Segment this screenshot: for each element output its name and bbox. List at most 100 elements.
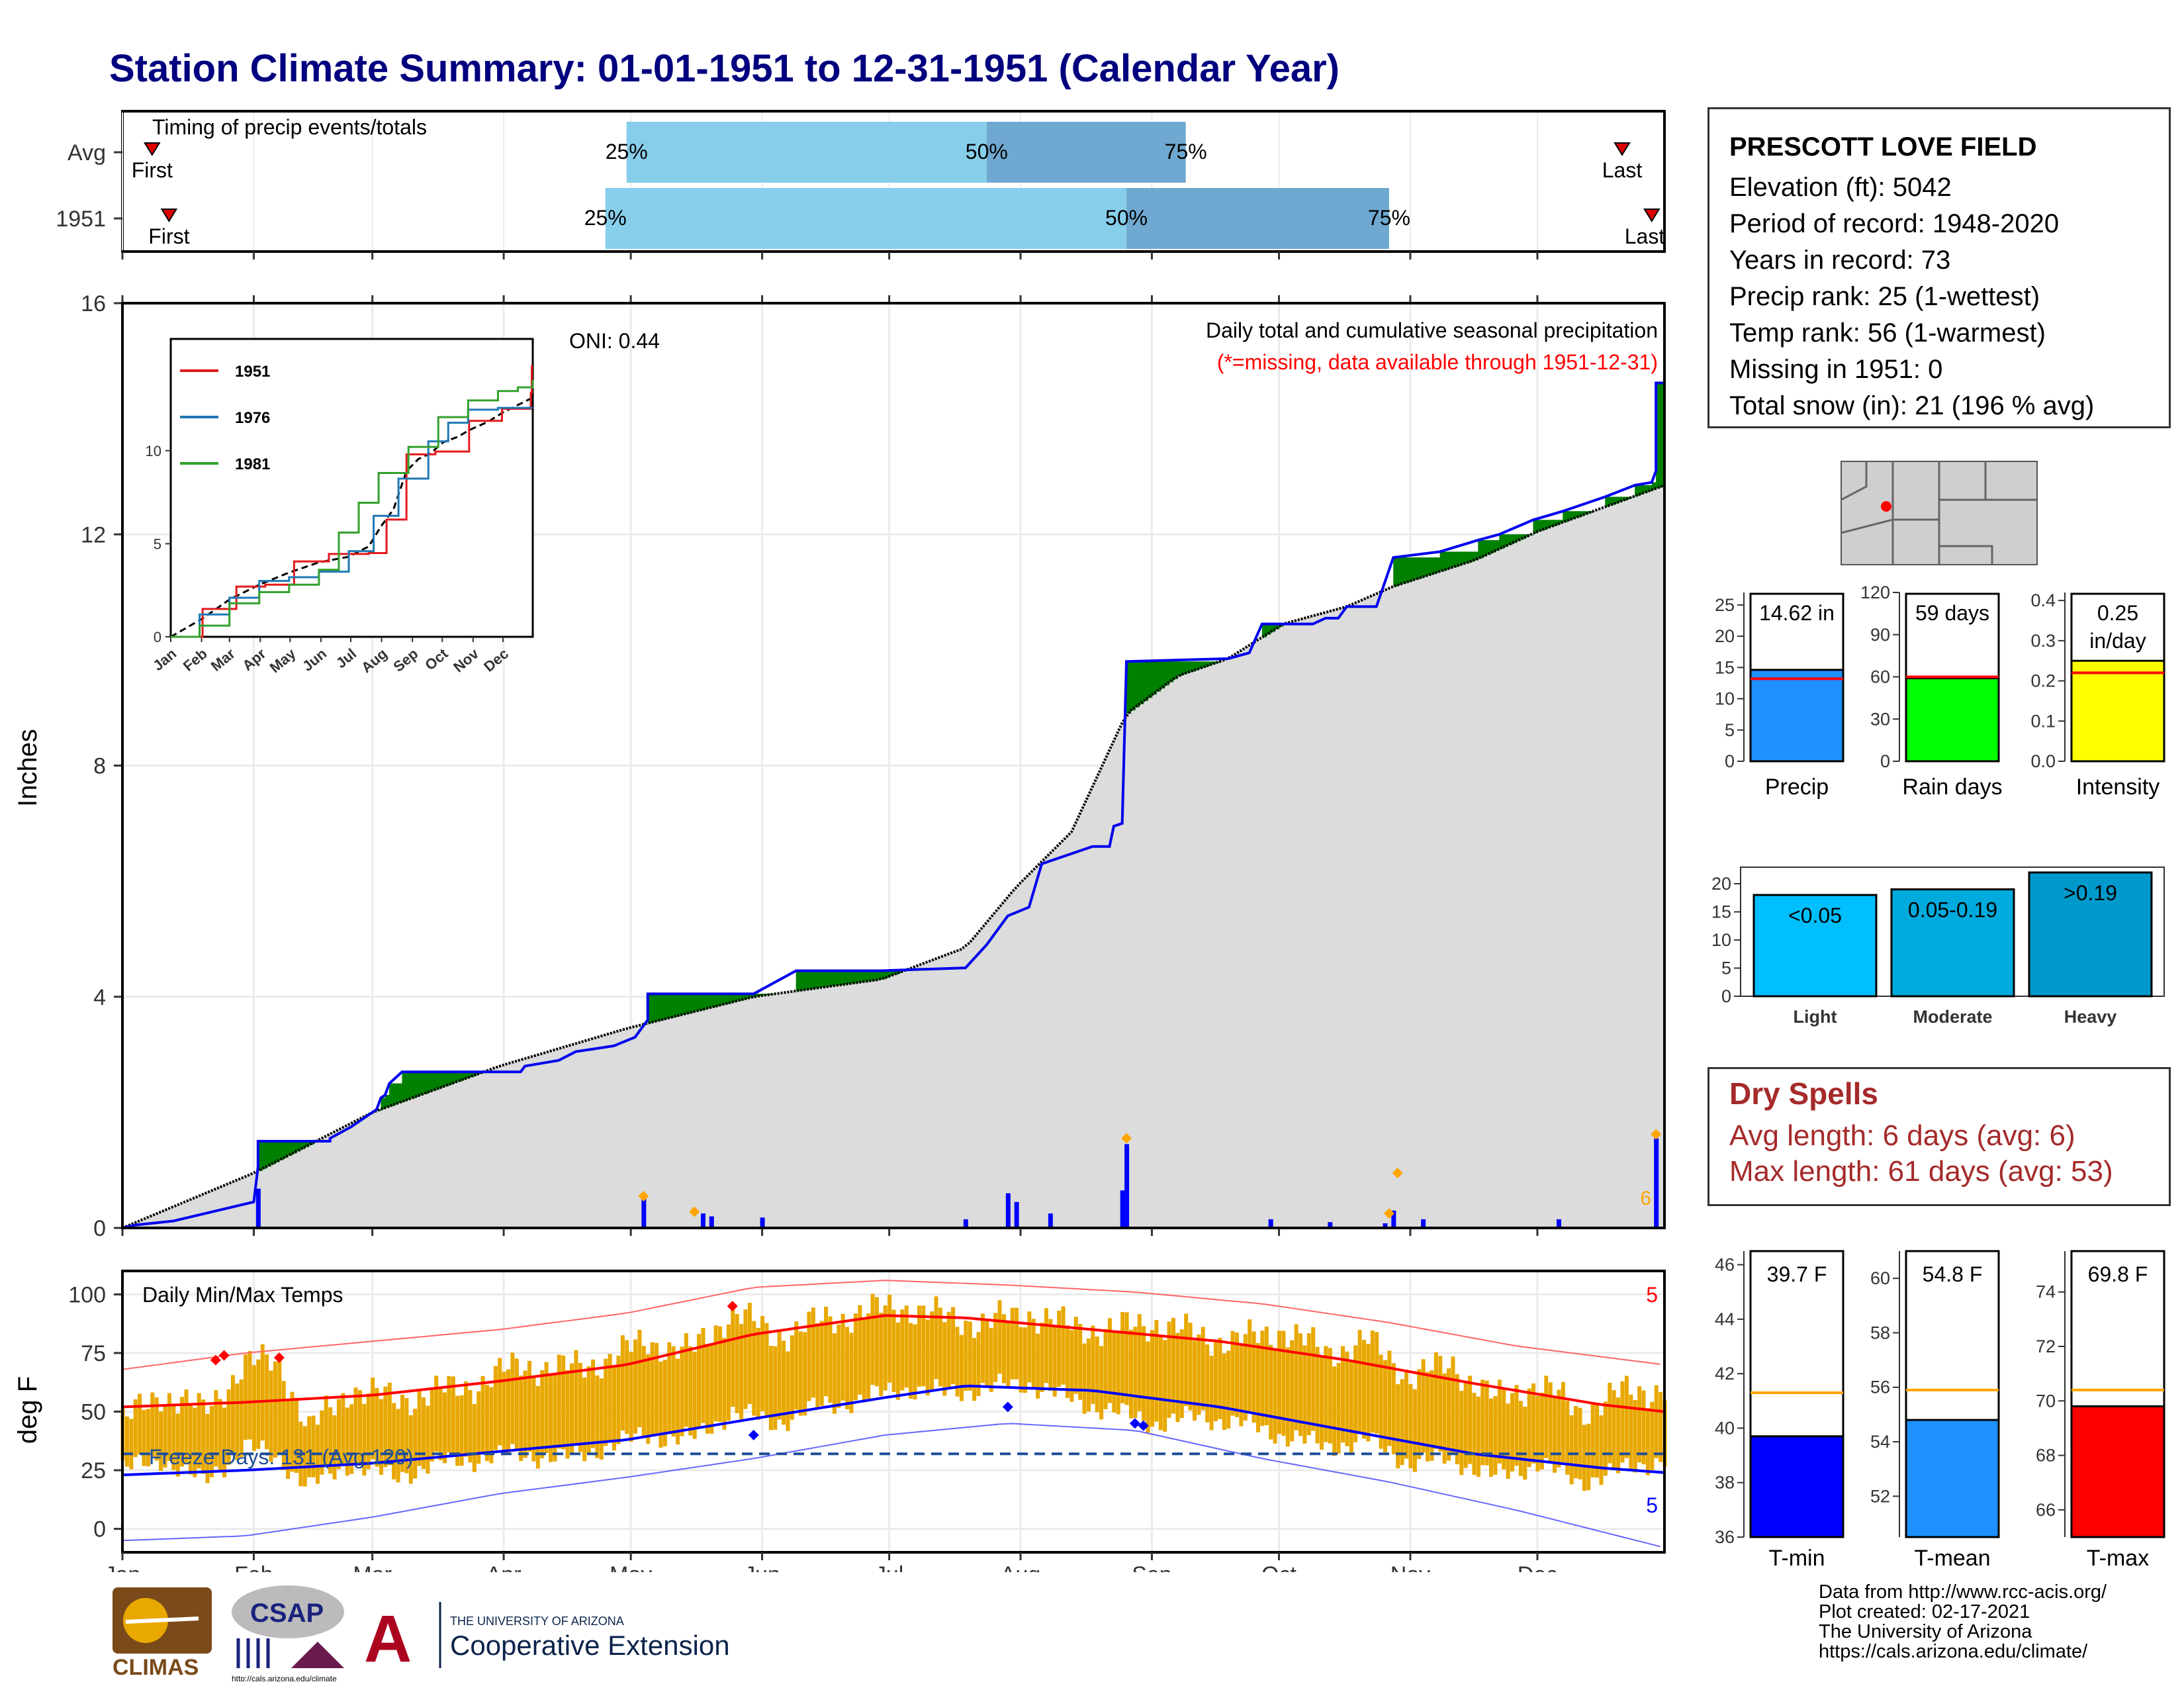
precip-subtitle: (*=missing, data available through 1951-… xyxy=(1217,350,1658,374)
daily-temp-bar xyxy=(1103,1329,1108,1409)
precip-above-avg-fill xyxy=(829,970,835,987)
last-event-marker xyxy=(1614,142,1631,156)
precip-above-avg-fill xyxy=(1190,661,1195,672)
precip-above-avg-fill xyxy=(1402,557,1407,584)
daily-temp-bar xyxy=(1455,1374,1459,1465)
precip-above-avg-fill xyxy=(804,970,809,990)
precip-above-avg-fill xyxy=(1156,661,1161,692)
daily-temp-bar xyxy=(1659,1391,1663,1462)
precip-above-avg-fill xyxy=(872,970,878,981)
daily-temp-bar xyxy=(1531,1383,1536,1464)
large-event-marker xyxy=(638,1190,649,1201)
tmini-value-label: 39.7 F xyxy=(1767,1262,1827,1286)
mini-value-label: 14.62 in xyxy=(1759,601,1835,625)
tmini-ytick-label: 56 xyxy=(1870,1378,1890,1397)
temp-frame xyxy=(121,1270,1666,1554)
daily-temp-bar xyxy=(1447,1368,1451,1461)
daily-temp-bar xyxy=(209,1405,214,1477)
inset-series-line-1951 xyxy=(171,365,533,638)
daily-temp-bar xyxy=(379,1399,383,1475)
precip-above-avg-fill xyxy=(1181,661,1187,675)
daily-temp-bar xyxy=(726,1324,731,1421)
daily-temp-bar xyxy=(553,1374,557,1462)
daily-temp-bar xyxy=(1654,1385,1659,1458)
daily-temp-bar xyxy=(1142,1326,1146,1421)
daily-temp-bar xyxy=(1341,1346,1345,1443)
precip-above-avg-fill xyxy=(1533,520,1538,534)
precip-above-avg-fill xyxy=(266,1141,271,1167)
daily-temp-bar xyxy=(438,1388,443,1460)
precip-above-avg-fill xyxy=(1194,661,1199,671)
last-event-label: Last xyxy=(1625,224,1665,248)
daily-temp-bar xyxy=(1586,1423,1591,1491)
precip-above-avg-fill xyxy=(1563,511,1568,522)
daily-temp-bar xyxy=(964,1321,968,1391)
precip-above-avg-fill xyxy=(656,994,661,1021)
daily-temp-bar xyxy=(1188,1323,1193,1411)
mini-bar xyxy=(1749,669,1844,763)
inset-month-label: Jan xyxy=(150,645,179,675)
daily-temp-bar xyxy=(599,1378,604,1460)
daily-temp-bar xyxy=(946,1311,951,1388)
daily-temp-bar xyxy=(1154,1320,1159,1422)
precip-above-avg-fill xyxy=(1461,551,1466,565)
precip-above-avg-fill xyxy=(800,970,805,991)
precip-chart: Inches 0 4 8 12 16 Daily total and cumulativ… xyxy=(13,291,1666,1241)
daily-temp-bar xyxy=(1205,1344,1210,1423)
precip-above-avg-fill xyxy=(423,1072,428,1094)
daily-temp-bar xyxy=(163,1405,167,1468)
daily-temp-bar xyxy=(752,1321,756,1416)
temp-min-count: 5 xyxy=(1646,1493,1658,1517)
temp-max-count: 5 xyxy=(1646,1283,1658,1307)
daily-temp-bar xyxy=(671,1346,676,1437)
events-bar-label: >0.19 xyxy=(2064,881,2117,905)
precip-above-avg-fill xyxy=(1503,534,1508,547)
inset-ytick-label: 5 xyxy=(154,536,161,552)
precip-above-avg-fill xyxy=(1499,534,1504,549)
precip-above-avg-fill xyxy=(1130,661,1136,711)
precip-above-avg-fill xyxy=(1482,539,1487,557)
tmean-mini-chart: 52 54 56 58 60 54.8 F T-mean xyxy=(1870,1250,2000,1571)
daily-temp-bar xyxy=(1480,1380,1485,1466)
daily-temp-bar xyxy=(273,1361,277,1458)
tmini-ytick-label: 70 xyxy=(2036,1391,2056,1411)
timing-panel: Timing of precip events/totals Avg 25% 50%… xyxy=(56,110,1666,259)
daily-temp-bar xyxy=(256,1359,261,1449)
events-ytick-label: 0 xyxy=(1721,986,1731,1006)
precip-above-avg-fill xyxy=(1473,551,1479,561)
precip-above-avg-fill xyxy=(283,1141,289,1158)
daily-temp-bar xyxy=(1239,1345,1244,1427)
daily-temp-bar xyxy=(1230,1331,1235,1416)
daily-temp-bar xyxy=(582,1377,587,1462)
precip-above-avg-fill xyxy=(889,970,894,976)
events-ytick-label: 5 xyxy=(1721,959,1731,978)
svg-text:A: A xyxy=(364,1602,412,1676)
daily-temp-bar xyxy=(1086,1338,1091,1412)
daily-temp-bar xyxy=(244,1354,248,1440)
daily-temp-bar xyxy=(1001,1314,1006,1383)
precip-above-avg-fill xyxy=(453,1072,458,1084)
record-low-marker xyxy=(1129,1418,1140,1429)
daily-temp-bar xyxy=(1548,1382,1553,1463)
precip-above-avg-fill xyxy=(1469,551,1475,562)
timing-label: Timing of precip events/totals xyxy=(152,115,427,139)
daily-temp-bar xyxy=(1544,1376,1549,1458)
daily-temp-bar xyxy=(124,1416,129,1467)
precip-above-avg-fill xyxy=(1575,511,1580,518)
precip-above-avg-fill xyxy=(702,994,708,1009)
precip-above-avg-fill xyxy=(817,970,822,988)
tmini-ytick-label: 74 xyxy=(2036,1282,2056,1302)
station-precip-rank: Precip rank: 25 (1-wettest) xyxy=(1729,282,2040,311)
tmini-ytick-label: 40 xyxy=(1715,1418,1735,1438)
daily-temp-bar xyxy=(959,1335,964,1401)
precip-above-avg-fill xyxy=(749,994,754,998)
precip-above-avg-fill xyxy=(859,970,864,982)
daily-temp-bar xyxy=(1370,1331,1375,1433)
daily-temp-bar xyxy=(366,1393,371,1470)
daily-temp-bar xyxy=(1535,1395,1540,1472)
daily-temp-bar xyxy=(697,1334,702,1427)
precip-above-avg-fill xyxy=(1448,551,1453,569)
tmini-bar xyxy=(1749,1435,1844,1538)
precip-above-avg-fill xyxy=(660,994,666,1020)
daily-temp-bar xyxy=(472,1403,477,1472)
